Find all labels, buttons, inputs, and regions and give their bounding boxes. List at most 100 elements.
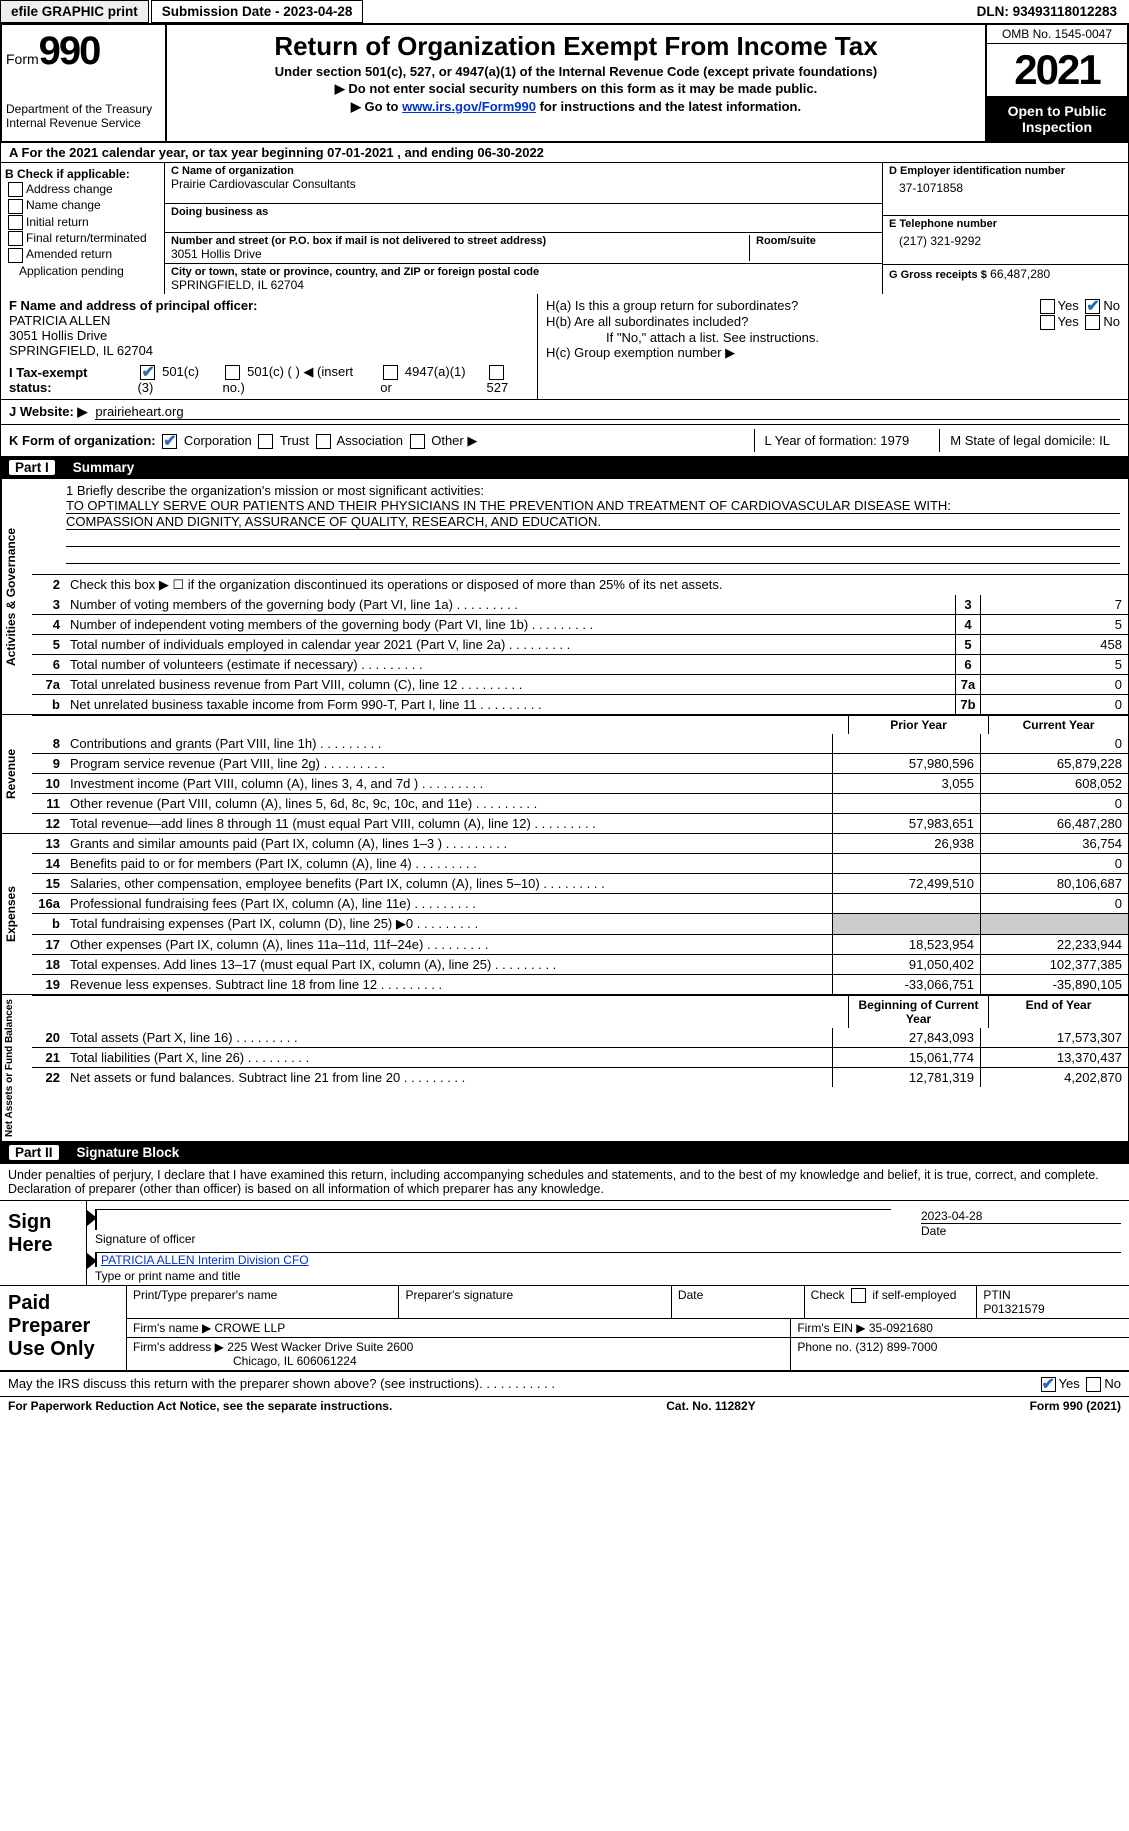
hb-answer[interactable]: Yes No xyxy=(1037,314,1120,330)
org-name: Prairie Cardiovascular Consultants xyxy=(171,177,876,191)
prep-ptin: PTINP01321579 xyxy=(977,1286,1129,1318)
summary-line: 7aTotal unrelated business revenue from … xyxy=(32,674,1128,694)
ein-value: 37-1071858 xyxy=(889,177,1122,195)
part-ii-header: Part II Signature Block xyxy=(0,1142,1129,1164)
summary-line: 12Total revenue—add lines 8 through 11 (… xyxy=(32,813,1128,833)
chk-501c[interactable]: 501(c) ( ) ◀ (insert no.) xyxy=(222,364,366,395)
summary-line: 22Net assets or fund balances. Subtract … xyxy=(32,1067,1128,1087)
chk-association[interactable]: Association xyxy=(313,433,403,448)
gov-section: Activities & Governance 1 Briefly descri… xyxy=(0,479,1129,715)
net-section: Net Assets or Fund Balances Beginning of… xyxy=(0,995,1129,1142)
chk-amended-return[interactable]: Amended return xyxy=(5,247,160,262)
org-name-label: C Name of organization xyxy=(171,165,876,177)
chk-name-change[interactable]: Name change xyxy=(5,198,160,213)
block-bcd: B Check if applicable: Address change Na… xyxy=(0,163,1129,294)
part-ii-num: Part II xyxy=(9,1145,59,1160)
summary-line: 11Other revenue (Part VIII, column (A), … xyxy=(32,793,1128,813)
hb-label: H(b) Are all subordinates included? xyxy=(546,314,748,330)
gross-label: G Gross receipts $ xyxy=(889,269,987,281)
chk-other[interactable]: Other ▶ xyxy=(407,433,478,448)
submission-date: Submission Date - 2023-04-28 xyxy=(151,0,364,23)
officer-label: F Name and address of principal officer: xyxy=(9,298,258,313)
chk-527[interactable]: 527 xyxy=(486,364,529,395)
chk-501c3[interactable]: 501(c)(3) xyxy=(137,364,208,395)
mission-l2: COMPASSION AND DIGNITY, ASSURANCE OF QUA… xyxy=(66,514,1120,530)
subtitle-3: ▶ Go to www.irs.gov/Form990 for instruct… xyxy=(173,99,979,115)
paid-prep-label: Paid Preparer Use Only xyxy=(0,1286,126,1370)
chk-address-change[interactable]: Address change xyxy=(5,182,160,197)
tax-year: 2021 xyxy=(987,44,1127,97)
subtitle-2: ▶ Do not enter social security numbers o… xyxy=(173,81,979,97)
mission-blank2 xyxy=(66,547,1120,564)
sig-date-label: Date xyxy=(921,1224,946,1238)
side-exp: Expenses xyxy=(1,834,32,994)
prep-name-hdr: Print/Type preparer's name xyxy=(127,1286,399,1318)
mission-l1: TO OPTIMALLY SERVE OUR PATIENTS AND THEI… xyxy=(66,498,1120,514)
firm-phone: Phone no. (312) 899-7000 xyxy=(791,1338,1129,1370)
chk-4947[interactable]: 4947(a)(1) or xyxy=(380,364,472,395)
row-j-website: J Website: ▶ prairieheart.org xyxy=(0,400,1129,425)
summary-line: 19Revenue less expenses. Subtract line 1… xyxy=(32,974,1128,994)
summary-line: 15Salaries, other compensation, employee… xyxy=(32,873,1128,893)
officer-print-name[interactable]: PATRICIA ALLEN Interim Division CFO xyxy=(101,1253,309,1267)
ha-answer[interactable]: Yes No xyxy=(1037,298,1120,314)
dept-treasury: Department of the Treasury Internal Reve… xyxy=(6,102,161,130)
street-address: 3051 Hollis Drive xyxy=(171,247,749,261)
ein-label: D Employer identification number xyxy=(889,165,1122,177)
col-f-officer: F Name and address of principal officer:… xyxy=(1,294,538,399)
street-label: Number and street (or P.O. box if mail i… xyxy=(171,235,749,247)
subtitle-1: Under section 501(c), 527, or 4947(a)(1)… xyxy=(173,64,979,79)
officer-addr2: SPRINGFIELD, IL 62704 xyxy=(9,343,153,358)
foot-cat: Cat. No. 11282Y xyxy=(666,1399,755,1413)
summary-line: 6Total number of volunteers (estimate if… xyxy=(32,654,1128,674)
summary-line: 17Other expenses (Part IX, column (A), l… xyxy=(32,934,1128,954)
tel-value: (217) 321-9292 xyxy=(889,230,1122,248)
part-i-title: Summary xyxy=(73,460,135,475)
summary-line: 10Investment income (Part VIII, column (… xyxy=(32,773,1128,793)
form-title: Return of Organization Exempt From Incom… xyxy=(173,31,979,62)
form990-link[interactable]: www.irs.gov/Form990 xyxy=(402,99,536,114)
website-label: J Website: ▶ xyxy=(9,404,87,420)
row-fh: F Name and address of principal officer:… xyxy=(0,294,1129,400)
row-a-tax-year: A For the 2021 calendar year, or tax yea… xyxy=(0,143,1129,163)
prep-selfemp[interactable]: Check if self-employed xyxy=(805,1286,978,1318)
row-k-form-org: K Form of organization: Corporation Trus… xyxy=(0,425,1129,457)
officer-addr1: 3051 Hollis Drive xyxy=(9,328,107,343)
room-label: Room/suite xyxy=(756,235,876,247)
form-org-label: K Form of organization: xyxy=(9,433,156,448)
rev-section: Revenue Prior YearCurrent Year 8Contribu… xyxy=(0,715,1129,834)
form-number: Form990 xyxy=(6,29,161,74)
hc-label: H(c) Group exemption number ▶ xyxy=(546,345,1120,361)
exp-section: Expenses 13Grants and similar amounts pa… xyxy=(0,834,1129,995)
chk-corporation[interactable]: Corporation xyxy=(159,433,252,448)
chk-application-pending[interactable]: Application pending xyxy=(5,264,160,278)
website-value: prairieheart.org xyxy=(95,404,1120,420)
dln: DLN: 93493118012283 xyxy=(967,1,1127,22)
chk-trust[interactable]: Trust xyxy=(255,433,309,448)
ha-label: H(a) Is this a group return for subordin… xyxy=(546,298,798,314)
summary-line: 18Total expenses. Add lines 13–17 (must … xyxy=(32,954,1128,974)
state-domicile: M State of legal domicile: IL xyxy=(939,429,1120,452)
firm-name: Firm's name ▶ CROWE LLP xyxy=(127,1319,791,1337)
part-i-header: Part I Summary xyxy=(0,457,1129,479)
sig-date: 2023-04-28 xyxy=(921,1209,1121,1224)
prep-date-hdr: Date xyxy=(672,1286,805,1318)
year-formation: L Year of formation: 1979 xyxy=(754,429,920,452)
firm-address: Firm's address ▶ 225 West Wacker Drive S… xyxy=(127,1338,791,1370)
foot-right: Form 990 (2021) xyxy=(1030,1399,1121,1413)
city-state-zip: SPRINGFIELD, IL 62704 xyxy=(171,278,876,292)
chk-initial-return[interactable]: Initial return xyxy=(5,215,160,230)
col-c-org-info: C Name of organizationPrairie Cardiovasc… xyxy=(164,163,882,294)
sign-here-block: Sign Here Signature of officer 2023-04-2… xyxy=(0,1201,1129,1286)
discuss-answer[interactable]: Yes No xyxy=(1038,1376,1121,1392)
mission-q: 1 Briefly describe the organization's mi… xyxy=(66,483,1120,498)
hb-note: If "No," attach a list. See instructions… xyxy=(546,330,1120,345)
summary-line: bTotal fundraising expenses (Part IX, co… xyxy=(32,913,1128,934)
side-rev: Revenue xyxy=(1,715,32,833)
chk-final-return[interactable]: Final return/terminated xyxy=(5,231,160,246)
gross-value: 66,487,280 xyxy=(990,267,1050,281)
efile-button[interactable]: efile GRAPHIC print xyxy=(0,0,149,23)
summary-line: 8Contributions and grants (Part VIII, li… xyxy=(32,734,1128,753)
prep-sig-hdr: Preparer's signature xyxy=(399,1286,671,1318)
tax-status-label: I Tax-exempt status: xyxy=(9,365,123,395)
